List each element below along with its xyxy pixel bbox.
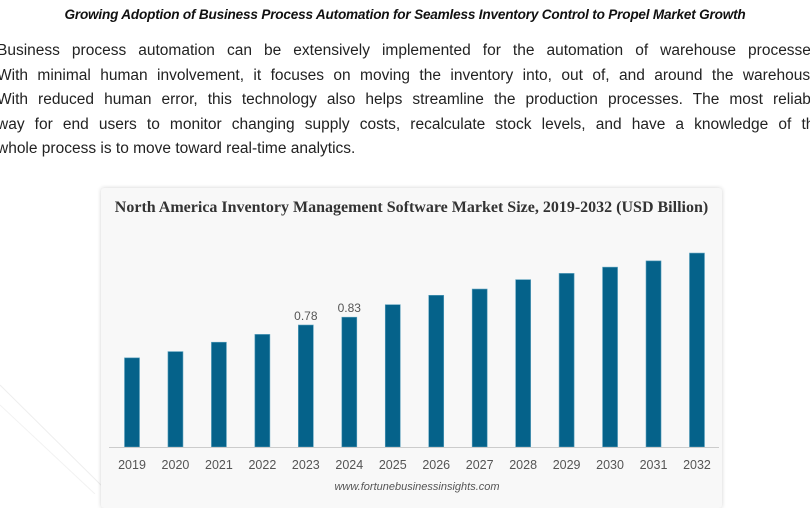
bar-2029: [558, 273, 575, 448]
x-tick-label: 2021: [205, 458, 233, 472]
bar-2020: [167, 351, 184, 448]
x-tick-label: 2026: [422, 458, 450, 472]
bar-2021: [211, 341, 227, 448]
chart-card: North America Inventory Management Softw…: [101, 188, 722, 508]
x-tick-label: 2031: [640, 458, 668, 472]
bar-2025: [384, 304, 401, 448]
x-tick-label: 2027: [466, 458, 494, 472]
article-paragraph: Business process automation can be exten…: [0, 39, 810, 162]
bar-2032: [689, 252, 705, 448]
background-decoration: [0, 384, 111, 494]
data-label: 0.78: [294, 309, 318, 323]
x-tick-label: 2028: [509, 458, 537, 472]
x-tick-label: 2023: [292, 458, 320, 472]
data-label: 0.83: [338, 301, 362, 315]
bar-chart: 2019 2020 2021 2022 2023 0.78 2024 0.83 2025 2026…: [109, 252, 719, 493]
paragraph-line: way for end users to monitor changing su…: [0, 115, 810, 133]
paragraph-line: With reduced human error, this technolog…: [0, 91, 810, 108]
x-tick-label: 2024: [335, 458, 363, 472]
bar-2030: [602, 266, 618, 448]
bar-2031: [645, 260, 662, 448]
x-tick-label: 2020: [162, 458, 190, 472]
bar-2024: [341, 316, 358, 448]
bar-2026: [428, 294, 445, 448]
x-tick-label: 2025: [379, 458, 407, 472]
article-heading: Growing Adoption of Business Process Aut…: [64, 7, 746, 22]
bar-2022: [254, 334, 271, 448]
x-tick-label: 2032: [683, 458, 711, 472]
source-label: www.fortunebusinessinsights.com: [334, 481, 499, 493]
bar-2019: [124, 357, 140, 448]
x-tick-label: 2030: [596, 458, 624, 472]
x-tick-label: 2019: [118, 458, 146, 472]
paragraph-line: whole process is to move toward real-tim…: [0, 140, 356, 157]
chart-title: North America Inventory Management Softw…: [114, 199, 709, 216]
x-tick-label: 2022: [248, 458, 276, 472]
bar-2027: [471, 288, 488, 448]
paragraph-line: Business process automation can be exten…: [0, 42, 810, 59]
bar-2023: [298, 324, 314, 448]
x-tick-label: 2029: [553, 458, 581, 472]
paragraph-line: With minimal human involvement, it focus…: [0, 66, 810, 84]
bar-2028: [515, 279, 531, 448]
